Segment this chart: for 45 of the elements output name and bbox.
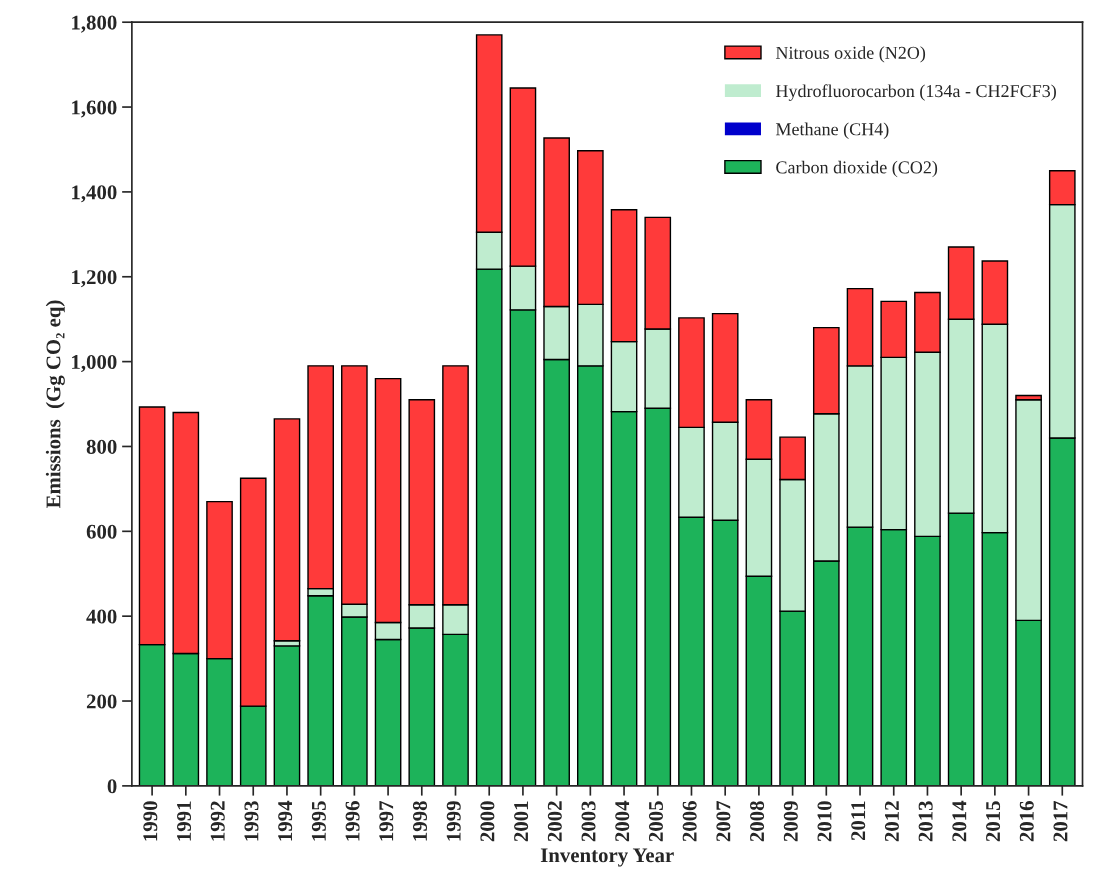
x-tick-label: 2001 <box>514 801 529 842</box>
x-tick-label: 1990 <box>143 801 158 841</box>
y-tick-label: 1,400 <box>72 185 117 203</box>
x-tick-label: 1997 <box>379 800 394 841</box>
x-tick-label: 2017 <box>1053 800 1068 842</box>
x-tick-label: 2012 <box>884 801 899 842</box>
y-tick-label: 1,000 <box>72 354 117 373</box>
x-tick-label: 2007 <box>716 800 731 842</box>
y-tick-label: 600 <box>86 524 117 539</box>
y-tick-label: 800 <box>86 439 117 454</box>
x-tick-label: 2006 <box>682 801 697 842</box>
x-tick-label: 1992 <box>210 801 225 841</box>
legend-label: Hydrofluorocarbon (134a - CH2FCF3) <box>775 84 1056 101</box>
x-tick-label: 2013 <box>918 801 933 842</box>
x-tick-label: 1993 <box>244 801 259 841</box>
x-tick-label: 2005 <box>648 801 663 842</box>
x-tick-label: 1996 <box>345 801 360 841</box>
legend-label: Methane (CH4) <box>775 122 889 139</box>
x-tick-label: 1995 <box>311 801 326 841</box>
y-tick-label: 0 <box>107 779 117 794</box>
y-tick-label: 1,200 <box>72 270 117 288</box>
x-tick-label: 2002 <box>547 801 562 842</box>
x-tick-label: 1999 <box>446 801 461 841</box>
x-tick-label: 1991 <box>177 801 192 841</box>
y-tick-label: 200 <box>86 694 117 709</box>
y-tick-label: 1,800 <box>72 15 117 33</box>
x-tick-label: 2004 <box>615 800 630 842</box>
x-axis-title: Inventory Year <box>540 848 674 867</box>
y-axis-title: Emissions (Gg CO₂ eq) <box>45 300 65 509</box>
x-tick-label: 2008 <box>750 801 765 842</box>
y-tick-label: 400 <box>86 609 117 624</box>
legend-label: Nitrous oxide (N2O) <box>775 46 926 63</box>
x-tick-label: 1994 <box>278 800 293 841</box>
x-tick-label: 2009 <box>783 801 798 842</box>
legend-label: Carbon dioxide (CO2) <box>776 160 938 178</box>
x-tick-label: 2015 <box>986 801 1001 842</box>
x-tick-label: 2014 <box>952 800 967 842</box>
x-tick-label: 2010 <box>817 801 832 842</box>
x-tick-label: 1998 <box>412 801 427 841</box>
x-tick-label: 2000 <box>480 801 495 842</box>
bar <box>273 645 301 786</box>
x-tick-label: 2016 <box>1019 801 1034 842</box>
x-tick-label: 2011 <box>851 801 866 841</box>
x-tick-label: 2003 <box>581 801 596 842</box>
y-tick-label: 1,600 <box>72 100 117 118</box>
